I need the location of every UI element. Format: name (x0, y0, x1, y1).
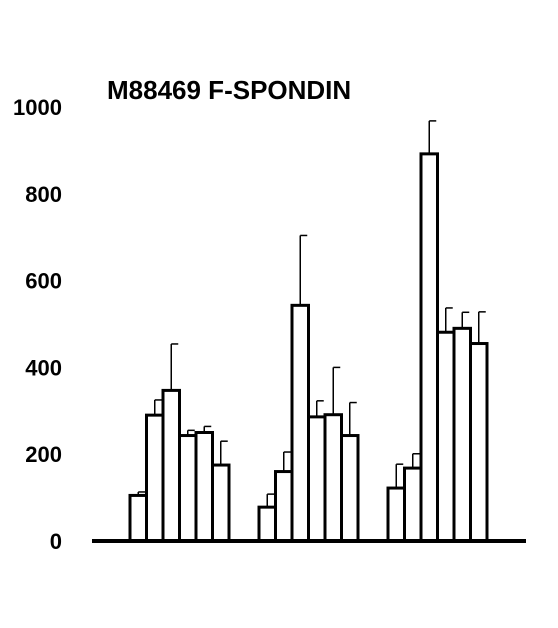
y-tick-label: 400 (25, 355, 62, 380)
y-tick-label: 200 (25, 442, 62, 467)
bar-g2-4 (307, 415, 327, 543)
y-tick-label: 600 (25, 269, 62, 294)
bar-g1-1 (128, 493, 148, 543)
bar-g2-6 (340, 434, 360, 543)
bar-g3-6 (469, 342, 489, 543)
bar-g1-6 (211, 463, 231, 543)
y-tick-label: 0 (50, 529, 62, 554)
bar-g2-3 (290, 303, 310, 543)
bar-g3-5 (452, 326, 472, 543)
y-tick-label: 1000 (13, 95, 62, 120)
bar-g3-2 (403, 466, 423, 543)
error-bars (137, 120, 486, 508)
bar-g2-1 (257, 505, 277, 543)
y-axis-tick-labels: 0 200 400 600 800 1000 (13, 95, 62, 554)
chart-title: M88469 F-SPONDIN (107, 75, 351, 105)
bar-g3-3 (419, 152, 439, 543)
bar-g1-2 (145, 413, 165, 543)
bar-g3-1 (386, 486, 406, 543)
y-tick-label: 800 (25, 182, 62, 207)
bar-g1-3 (161, 388, 181, 543)
bar-g2-2 (274, 470, 294, 543)
bar-g2-5 (323, 413, 343, 543)
bar-series (128, 152, 489, 543)
bar-g3-4 (436, 330, 456, 543)
bar-g1-5 (194, 431, 214, 543)
bar-g1-4 (178, 434, 198, 543)
